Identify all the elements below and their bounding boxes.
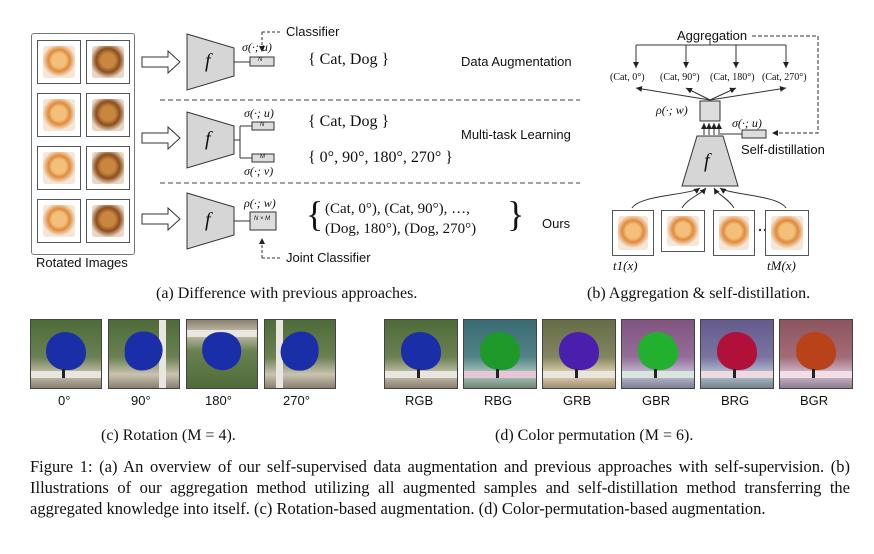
classifier-box-2a: [251, 121, 275, 131]
perm-label-rgb: RGB: [405, 393, 434, 408]
method-data-augmentation: Data Augmentation: [461, 54, 572, 69]
bird-brg: [700, 319, 774, 389]
output-1: (Cat, 0°): [610, 72, 645, 83]
set-line-2: (Dog, 180°), (Dog, 270°): [325, 221, 477, 237]
set-brace-right: }: [507, 194, 525, 234]
panel-b-diagram: [631, 35, 819, 232]
sigma-u-1: σ(·; u): [242, 40, 272, 54]
aug-image-1: [612, 210, 654, 256]
cat-image-270: [37, 199, 81, 243]
bird-rgb: [384, 319, 458, 389]
aug-image-4: [765, 210, 809, 256]
bird-grb: [542, 319, 616, 389]
aggregation-label: Aggregation: [677, 28, 748, 43]
output-2: (Cat, 90°): [660, 72, 700, 83]
bird-rot-180: [186, 319, 258, 389]
rot-label-180: 180°: [205, 393, 232, 408]
rho-box: [699, 100, 721, 122]
set-rotations: { 0°, 90°, 180°, 270° }: [308, 149, 453, 166]
box-text-3: N × M: [254, 216, 271, 222]
panel-c-caption: (c) Rotation (M = 4).: [101, 427, 236, 444]
box-text-1: N: [258, 57, 263, 63]
method-ours: Ours: [542, 216, 571, 231]
aug-image-2: [661, 210, 705, 252]
dog-image-270: [86, 199, 130, 243]
bird-rot-270: [264, 319, 336, 389]
network-f-2: [186, 111, 235, 169]
rot-label-90: 90°: [131, 393, 151, 408]
sigma-u-b: σ(·; u): [732, 116, 762, 130]
rho-w-1: ρ(·; w): [244, 196, 276, 210]
set-cat-dog-1: { Cat, Dog }: [308, 51, 390, 68]
bird-rbg: [463, 319, 537, 389]
method-multi-task: Multi-task Learning: [461, 127, 571, 142]
hollow-arrow-2: [141, 125, 181, 151]
set-cat-dog-2: { Cat, Dog }: [308, 113, 390, 130]
tm-label: tM(x): [767, 258, 796, 273]
hollow-arrow-1: [141, 49, 181, 75]
perm-label-brg: BRG: [721, 393, 750, 408]
rot-label-0: 0°: [58, 393, 71, 408]
network-f-1: [186, 33, 235, 91]
self-distillation-label: Self-distillation: [741, 142, 825, 157]
perm-label-gbr: GBR: [642, 393, 671, 408]
dog-image-90: [86, 93, 130, 137]
rho-w-b: ρ(·; w): [656, 103, 688, 117]
bird-gbr: [621, 319, 695, 389]
panel-d-caption: (d) Color permutation (M = 6).: [495, 427, 694, 444]
bird-rot-90: [108, 319, 180, 389]
rotated-images-box: [31, 33, 135, 255]
sigma-u-2: σ(·; u): [244, 106, 274, 120]
panel-a-diagram: [141, 31, 580, 259]
sigma-box: [741, 129, 767, 139]
perm-label-grb: GRB: [563, 393, 592, 408]
classifier-pointer-label: Classifier: [286, 24, 340, 39]
f-label-2: f: [205, 128, 211, 150]
perm-label-rbg: RBG: [484, 393, 513, 408]
hollow-arrow-3: [141, 206, 181, 232]
t1-label: t1(x): [613, 258, 638, 273]
joint-classifier-box: [249, 211, 277, 231]
box-text-2a: N: [260, 122, 265, 128]
perm-label-bgr: BGR: [800, 393, 829, 408]
classifier-box-1: [249, 56, 275, 67]
output-3: (Cat, 180°): [710, 72, 755, 83]
f-label-b: f: [704, 150, 710, 172]
f-label-3: f: [205, 209, 211, 231]
cat-image-90: [37, 93, 81, 137]
network-f-b: [681, 135, 739, 187]
output-4: (Cat, 270°): [762, 72, 807, 83]
bird-bgr: [779, 319, 853, 389]
rotated-images-label: Rotated Images: [36, 255, 128, 270]
cat-image-0: [37, 40, 81, 84]
rot-label-270: 270°: [283, 393, 310, 408]
sigma-v-2: σ(·; v): [244, 164, 274, 178]
f-label-1: f: [205, 50, 211, 72]
dog-image-180: [86, 146, 130, 190]
joint-classifier-label: Joint Classifier: [286, 250, 371, 265]
cat-image-180: [37, 146, 81, 190]
figure-caption: Figure 1: (a) An overview of our self-su…: [30, 457, 850, 518]
set-brace-left: {: [306, 194, 324, 234]
classifier-box-2b: [251, 153, 275, 163]
set-line-1: (Cat, 0°), (Cat, 90°), …,: [325, 201, 470, 217]
panel-b-caption: (b) Aggregation & self-distillation.: [587, 285, 811, 302]
dog-image-0: [86, 40, 130, 84]
aug-image-3: [713, 210, 755, 256]
panel-a-caption: (a) Difference with previous approaches.: [156, 285, 418, 302]
bird-rgb-body: [400, 332, 442, 371]
bird-rot-0: [30, 319, 102, 389]
box-text-2b: M: [260, 154, 265, 160]
network-f-3: [186, 192, 235, 250]
